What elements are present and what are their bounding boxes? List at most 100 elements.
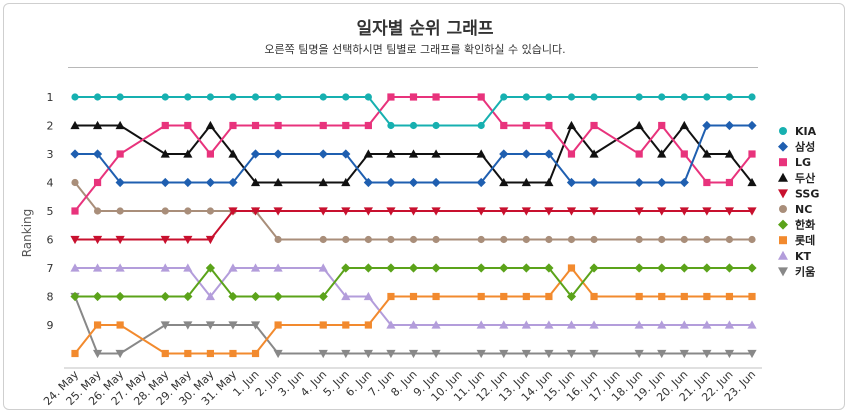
data-point <box>116 207 124 215</box>
legend-item[interactable]: 키움 <box>778 264 815 278</box>
data-point <box>590 93 598 101</box>
legend-item[interactable]: KT <box>778 250 812 263</box>
data-point <box>409 292 418 301</box>
data-point <box>778 172 788 182</box>
y-tick-label: 6 <box>47 234 54 247</box>
data-point <box>589 177 599 188</box>
series-삼성[interactable] <box>70 120 757 188</box>
data-point <box>747 349 757 359</box>
data-point <box>160 235 170 245</box>
data-point <box>657 177 667 188</box>
data-point <box>747 207 757 216</box>
data-point <box>634 263 644 273</box>
legend-item[interactable]: KIA <box>779 125 817 138</box>
data-point <box>748 235 756 244</box>
data-point <box>70 291 80 302</box>
data-point <box>184 93 192 101</box>
data-point <box>341 349 351 359</box>
data-point <box>521 207 531 216</box>
data-point <box>779 205 787 213</box>
data-point <box>160 177 170 188</box>
legend-item[interactable]: 삼성 <box>778 140 815 154</box>
data-point <box>521 177 531 187</box>
data-point <box>778 189 788 199</box>
data-point <box>476 149 486 158</box>
series-롯데[interactable] <box>71 264 756 358</box>
series-KT[interactable] <box>70 263 757 329</box>
data-point <box>183 235 193 245</box>
data-point <box>318 149 328 159</box>
data-point <box>658 121 666 130</box>
data-point <box>432 235 440 244</box>
data-point <box>725 235 734 244</box>
data-point <box>250 149 261 159</box>
series-두산[interactable] <box>70 120 757 187</box>
series-LG[interactable] <box>71 93 756 215</box>
data-point <box>476 207 486 216</box>
data-point <box>432 292 440 301</box>
data-point <box>318 291 328 302</box>
data-point <box>725 178 734 187</box>
legend-item[interactable]: 한화 <box>778 218 815 232</box>
data-point <box>115 235 125 245</box>
data-point <box>205 235 215 245</box>
data-point <box>161 93 169 101</box>
data-point <box>161 207 169 215</box>
legend-item[interactable]: NC <box>779 203 812 216</box>
data-point <box>160 291 170 302</box>
series-NC[interactable] <box>71 178 756 244</box>
series-layer <box>70 93 757 359</box>
data-point <box>319 93 327 101</box>
series-SSG[interactable] <box>70 207 757 245</box>
data-point <box>205 321 215 330</box>
data-point <box>70 149 80 159</box>
data-point <box>779 127 787 135</box>
data-point <box>92 235 103 245</box>
data-point <box>679 349 689 359</box>
legend-item[interactable]: LG <box>779 156 811 169</box>
data-point <box>567 235 576 244</box>
data-point <box>702 320 712 329</box>
data-point <box>250 263 261 272</box>
data-point <box>702 263 712 273</box>
data-point <box>658 93 666 101</box>
data-point <box>274 121 282 130</box>
legend-item[interactable]: SSG <box>778 187 819 200</box>
data-point <box>477 292 485 301</box>
series-KIA[interactable] <box>71 93 756 130</box>
data-point <box>206 349 214 358</box>
data-point <box>160 263 170 272</box>
data-point <box>477 121 485 130</box>
data-point <box>70 263 80 272</box>
data-point <box>341 263 351 273</box>
data-point <box>748 150 756 158</box>
data-point <box>92 263 103 272</box>
data-point <box>115 120 125 130</box>
data-point <box>229 349 237 358</box>
data-point <box>341 291 351 301</box>
data-point <box>431 349 441 359</box>
data-point <box>205 291 215 301</box>
data-point <box>634 177 644 188</box>
data-point <box>702 207 712 216</box>
y-tick-label: 3 <box>47 148 54 161</box>
data-point <box>778 267 788 277</box>
data-point <box>363 149 373 158</box>
legend-item[interactable]: 두산 <box>778 171 815 185</box>
data-point <box>545 121 553 130</box>
data-point <box>363 177 373 188</box>
data-point <box>71 349 79 358</box>
data-point <box>545 93 553 101</box>
data-point <box>319 121 327 130</box>
legend-label: 키움 <box>795 264 815 278</box>
data-point <box>566 177 577 188</box>
data-point <box>409 93 418 101</box>
data-point <box>566 291 577 302</box>
series-한화[interactable] <box>70 263 757 302</box>
data-point <box>341 149 351 159</box>
data-point <box>679 207 689 216</box>
data-point <box>206 150 214 158</box>
legend-item[interactable]: 롯데 <box>779 233 815 247</box>
